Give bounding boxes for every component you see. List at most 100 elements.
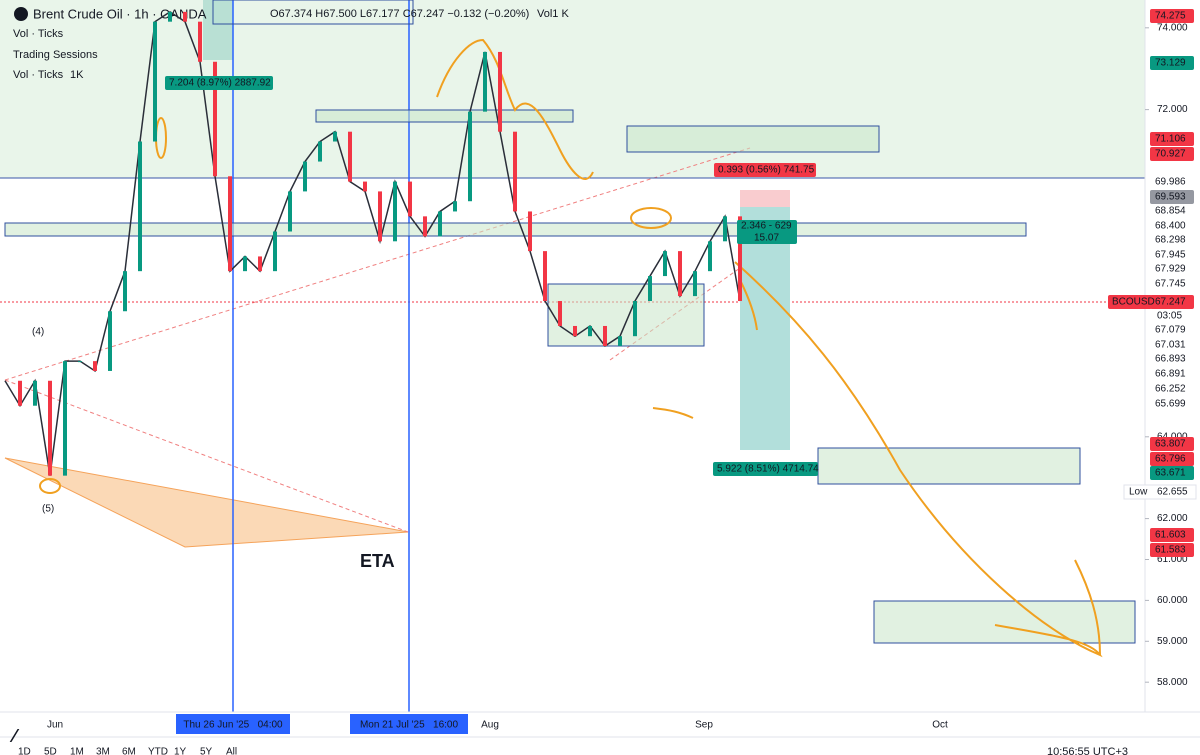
timeframe-button[interactable]: 1M — [70, 747, 84, 755]
price-tag-bg — [1150, 295, 1194, 309]
candle — [438, 211, 442, 237]
candle — [468, 111, 472, 202]
price-tag-bg — [1150, 528, 1194, 542]
forecast-drawing — [734, 261, 1103, 658]
timeframe-button[interactable]: All — [226, 747, 237, 755]
timeframe-button[interactable]: 5Y — [200, 747, 213, 755]
price-tag: 70.927 — [1155, 149, 1186, 160]
candle — [288, 191, 292, 232]
price-tag-bg — [1150, 147, 1194, 161]
price-tag: 63.807 — [1155, 439, 1186, 450]
candle — [513, 131, 517, 212]
y-tick-label: 74.000 — [1157, 22, 1188, 33]
annotation-bg — [714, 163, 816, 177]
countdown: 03:05 — [1157, 311, 1182, 322]
price-tag: 67.031 — [1155, 340, 1186, 351]
annotation-bg — [1108, 295, 1152, 309]
candle — [348, 131, 352, 182]
x-tick-label: Jun — [47, 720, 63, 731]
annotation: ETA — [360, 551, 395, 571]
candle — [738, 216, 742, 302]
candle — [378, 191, 382, 242]
indicator-value: 1K — [70, 69, 84, 81]
zone — [212, 0, 414, 25]
price-tag-bg — [1150, 543, 1194, 557]
x-tick-label: Thu 26 Jun '25 04:00 — [183, 720, 283, 731]
candle — [423, 216, 427, 237]
timeframe-button[interactable]: 3M — [96, 747, 110, 755]
price-tag: 73.129 — [1155, 58, 1186, 69]
candle — [633, 301, 637, 337]
price-tag: 68.298 — [1155, 235, 1186, 246]
price-tag: 69.593 — [1155, 192, 1186, 203]
low-label: Low — [1129, 487, 1148, 498]
drawing — [652, 279, 758, 419]
price-tag: 66.891 — [1155, 369, 1186, 380]
candle — [273, 231, 277, 272]
x-tick-label: Mon 21 Jul '25 16:00 — [360, 720, 459, 731]
zone — [315, 109, 574, 123]
y-tick-label: 61.000 — [1157, 554, 1188, 565]
annotation-bg — [165, 76, 273, 90]
price-tag: 67.079 — [1155, 325, 1186, 336]
chart-title: Brent Crude Oil · 1h · OANDA — [33, 6, 207, 21]
ohlc: O67.374 H67.500 L67.177 C67.247 −0.132 (… — [270, 8, 529, 20]
candle — [393, 181, 397, 242]
candle — [483, 51, 487, 112]
price-tag-bg — [1150, 56, 1194, 70]
candle — [408, 181, 412, 217]
candle — [663, 251, 667, 277]
candle — [138, 141, 142, 272]
zone — [873, 600, 1136, 644]
y-tick-label: 62.000 — [1157, 513, 1188, 524]
price-tag-bg — [1150, 452, 1194, 466]
candle — [18, 380, 22, 406]
low-bg — [1123, 484, 1197, 500]
annotation: 5.922 (8.51%) 4714.74 — [717, 464, 819, 475]
trend-line — [4, 379, 409, 533]
triangle-pattern — [4, 457, 409, 548]
candle — [648, 276, 652, 302]
timeframe-button[interactable]: 5D — [44, 747, 57, 755]
indicator: Vol · Ticks — [13, 28, 64, 40]
price-tag: 74.275 — [1155, 11, 1186, 22]
price-tag: 61.603 — [1155, 530, 1186, 541]
timeframe-button[interactable]: 1Y — [174, 747, 187, 755]
candle — [48, 380, 52, 476]
annotation: 2.346 - 629 — [741, 221, 792, 232]
candle — [363, 181, 367, 192]
price-line-series — [4, 10, 741, 476]
annotation: (5) — [42, 504, 54, 515]
candle — [213, 61, 217, 177]
candle — [693, 271, 697, 297]
timeframe-button[interactable]: 6M — [122, 747, 136, 755]
annotation: BCOUSD — [1112, 297, 1155, 308]
price-tag: 66.893 — [1155, 354, 1186, 365]
drawing — [39, 478, 61, 494]
zone — [817, 447, 1081, 485]
candle — [168, 11, 172, 22]
indicator: Vol · Ticks — [13, 69, 64, 81]
timeframe-button[interactable]: 1D — [18, 747, 31, 755]
range-box — [203, 0, 233, 60]
x-tick-label: Oct — [932, 720, 948, 731]
x-label-bg — [350, 714, 468, 734]
annotation-bg — [737, 220, 797, 244]
candle — [678, 251, 682, 297]
timeframe-button[interactable]: YTD — [148, 747, 168, 755]
drawing — [436, 38, 594, 180]
candle — [453, 201, 457, 212]
price-tag: 69.986 — [1155, 177, 1186, 188]
price-tag-bg — [1150, 190, 1194, 204]
x-tick-label: Aug — [481, 720, 499, 731]
candle — [498, 51, 502, 132]
price-tag-bg — [1150, 132, 1194, 146]
candle — [228, 176, 232, 272]
candle — [93, 361, 97, 371]
candle — [723, 216, 727, 242]
clock: 10:56:55 UTC+3 — [1047, 746, 1128, 755]
price-tag: 68.400 — [1155, 221, 1186, 232]
candle — [543, 251, 547, 302]
